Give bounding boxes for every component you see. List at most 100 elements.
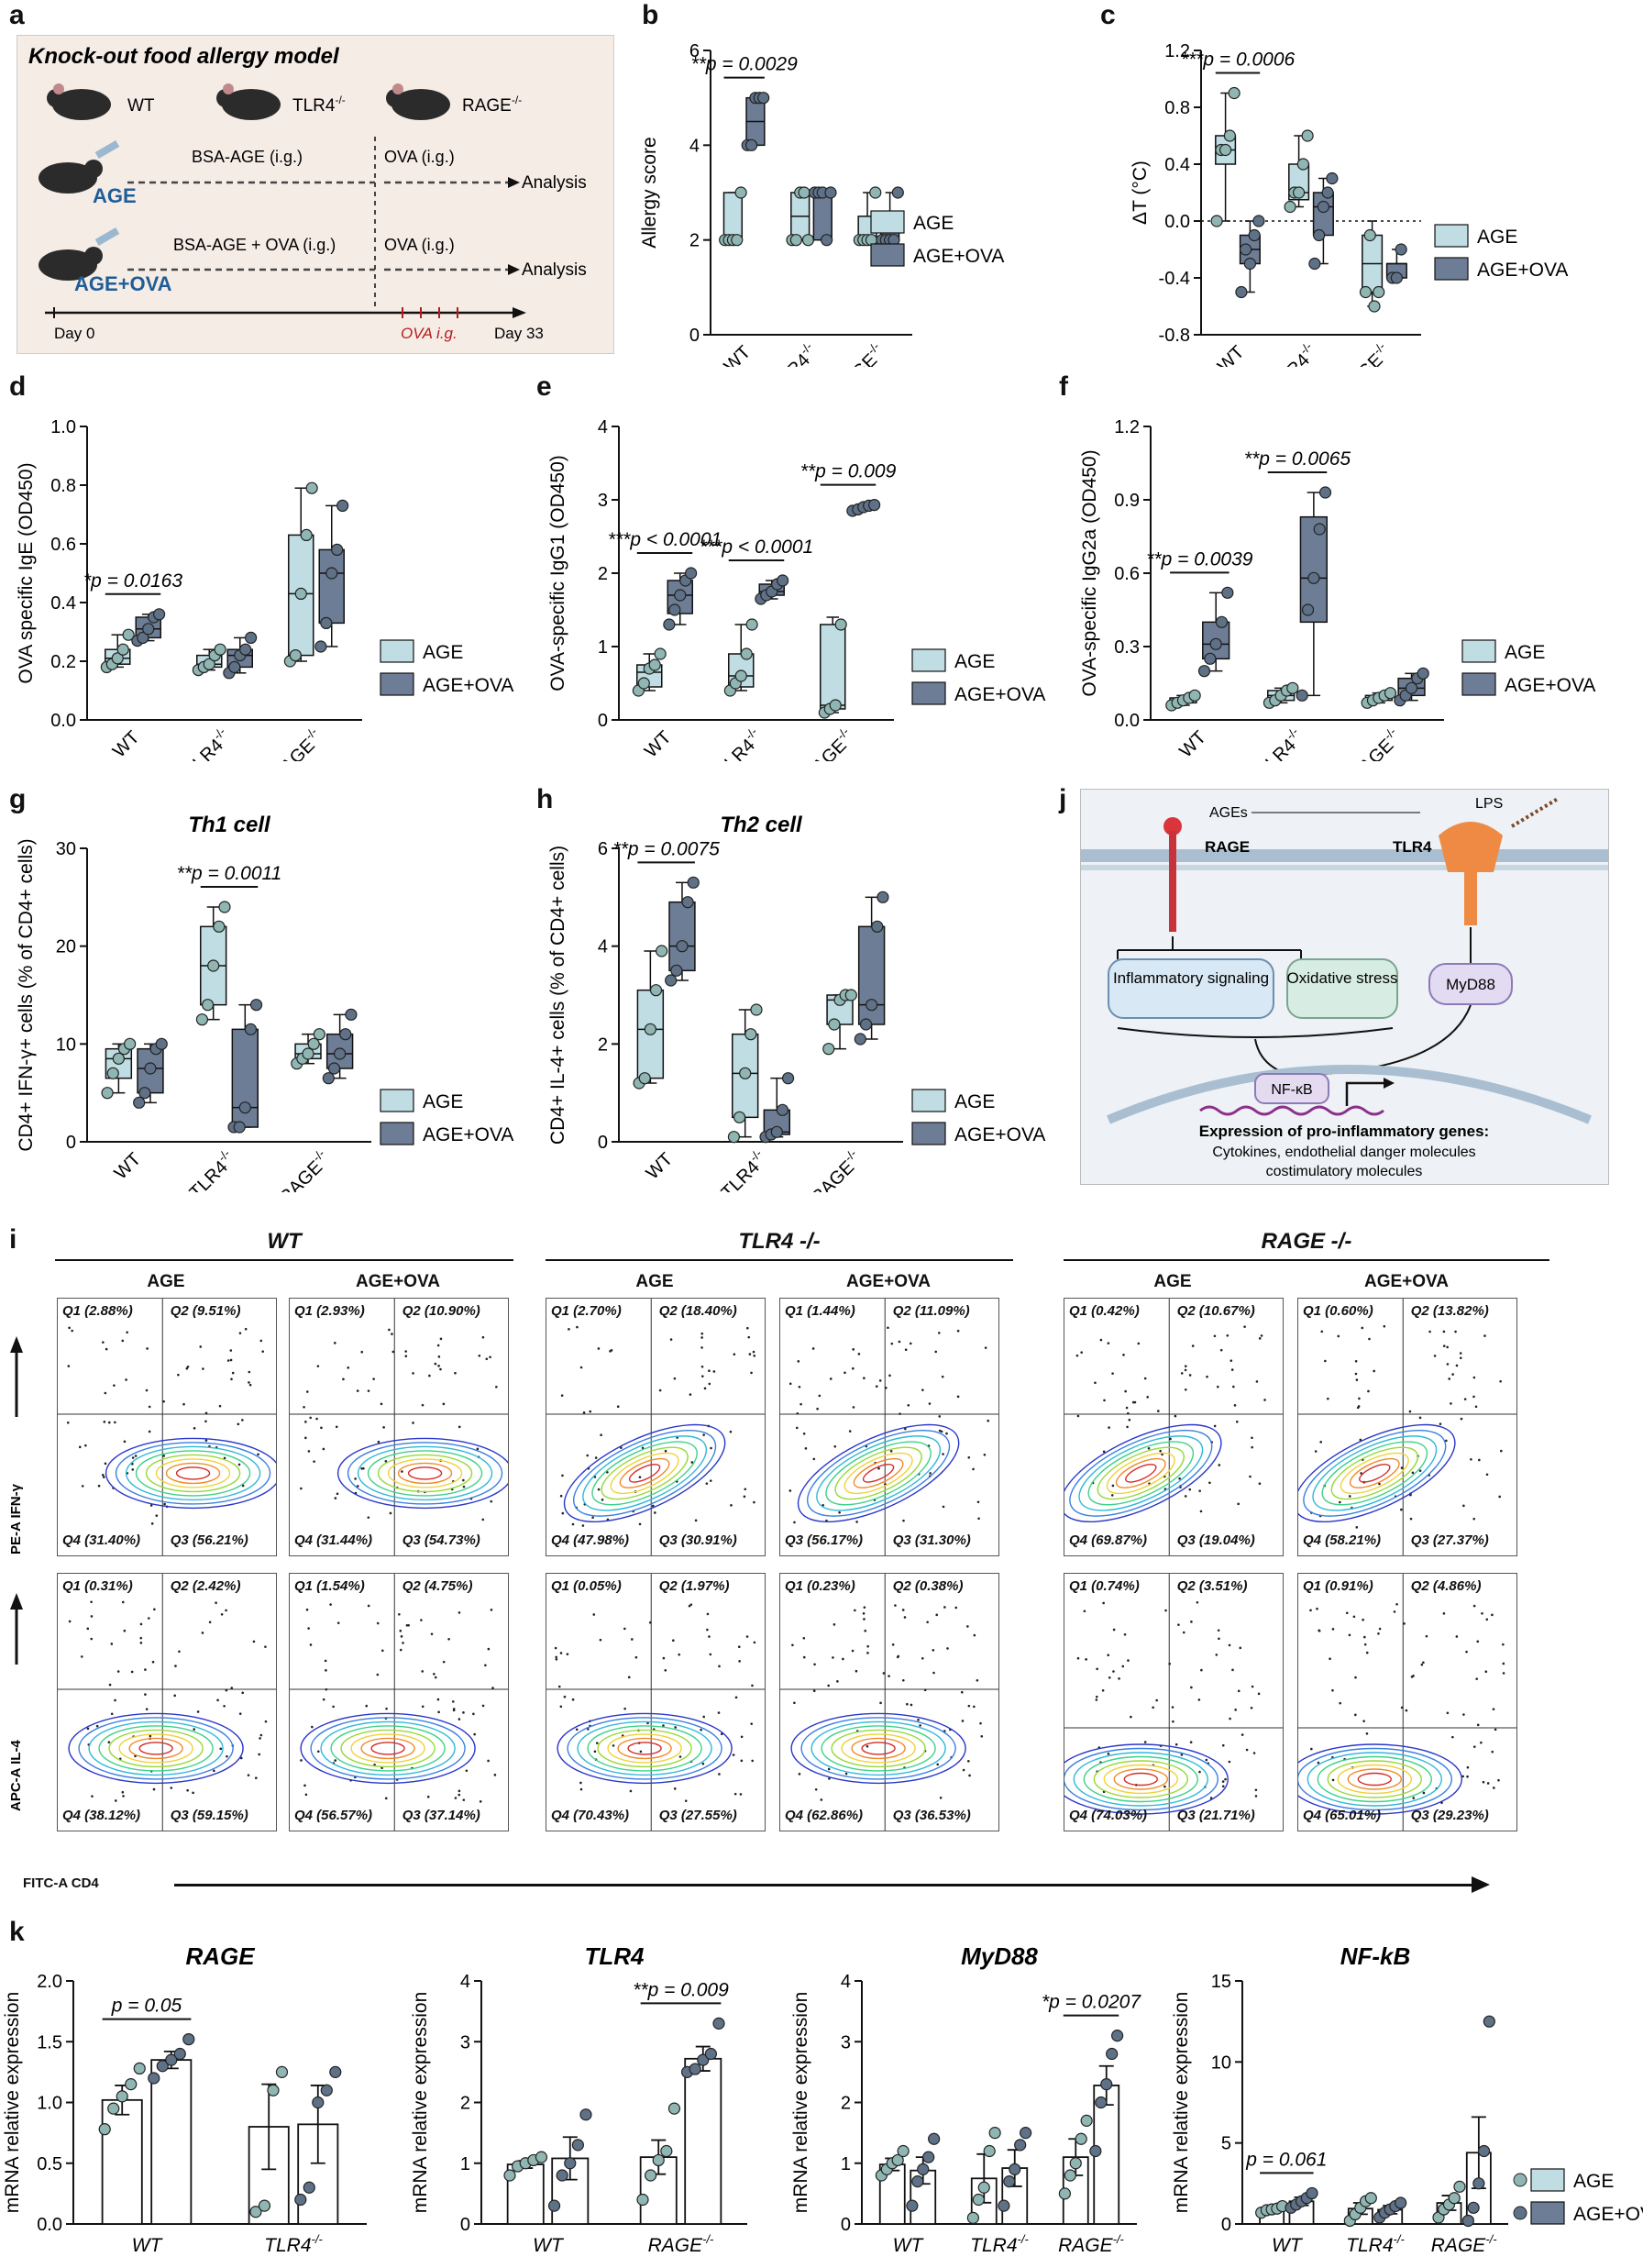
flow-quadrant-label-q2: Q2 (4.86%) — [1410, 1578, 1482, 1594]
flow-event-dot — [571, 1698, 575, 1701]
flow-contour-ring — [1327, 1760, 1423, 1798]
panel-a-schematic: Knock-out food allergy model WT TLR4-/- … — [17, 35, 614, 354]
ages-label: AGEs — [1209, 805, 1248, 821]
data-point — [988, 2127, 1001, 2140]
flow-event-dot — [458, 1611, 461, 1614]
data-point — [1248, 228, 1261, 242]
flow-event-dot — [1472, 1395, 1475, 1399]
flow-quadrant-label-q4: Q4 (31.44%) — [294, 1532, 373, 1548]
flow-event-dot — [594, 1456, 598, 1459]
flow-event-dot — [891, 1643, 895, 1646]
flow-event-dot — [984, 1346, 987, 1349]
data-point — [195, 1013, 209, 1026]
flow-event-dot — [701, 1762, 705, 1765]
flow-contour-ring — [387, 1458, 463, 1488]
chart-h-ylabel: CD4+ IL-4+ cells (% of CD4+ cells) — [547, 846, 568, 1145]
flow-event-dot — [631, 1638, 634, 1641]
flow-event-dot — [107, 1741, 111, 1744]
flow-event-dot — [1373, 1369, 1375, 1373]
flow-event-dot — [591, 1516, 594, 1519]
flow-event-dot — [402, 1642, 404, 1644]
flow-event-dot — [940, 1430, 943, 1433]
flow-event-dot — [791, 1643, 794, 1647]
chart-f-ytick-label: 0.3 — [1114, 637, 1140, 658]
flow-plot-cell — [57, 1298, 277, 1556]
flow-event-dot — [1442, 1344, 1446, 1347]
flow-contour-ring — [1087, 1441, 1195, 1506]
flow-event-dot — [658, 1388, 662, 1392]
flow-event-dot — [481, 1704, 485, 1708]
flow-event-dot — [1218, 1637, 1220, 1641]
flow-event-dot — [1191, 1344, 1195, 1347]
data-point — [300, 528, 313, 541]
flow-event-dot — [380, 1649, 384, 1653]
flow-event-dot — [967, 1704, 971, 1708]
legend-swatch-ageova — [380, 1122, 414, 1145]
chart-e-ytick-label: 4 — [598, 417, 608, 437]
flow-event-dot — [226, 1359, 230, 1362]
flow-event-dot — [258, 1753, 261, 1756]
flow-event-dot — [1123, 1632, 1127, 1636]
data-point — [107, 2102, 120, 2115]
flow-event-dot — [795, 1426, 799, 1430]
data-point — [213, 920, 226, 933]
flow-event-dot — [750, 1722, 753, 1725]
panel-i-flow: WT TLR4 -/- RAGE -/- AGE AGE+OVA AGE AGE+OV… — [0, 1224, 1643, 1903]
flow-event-dot — [139, 1642, 143, 1644]
flow-event-dot — [1215, 1654, 1218, 1656]
flow-event-dot — [1239, 1646, 1242, 1650]
flow-event-dot — [479, 1800, 482, 1803]
chart-f-igg2a: 0.0 0.3 0.6 0.9 1.2 OVA-specific IgG2a (OD450… — [1079, 417, 1595, 761]
flow-event-dot — [322, 1698, 325, 1701]
chart-k3-xtick-label: WT — [893, 2235, 925, 2256]
chart-h-xtick-label: TLR4-/- — [715, 1146, 772, 1192]
flow-event-dot — [907, 1404, 910, 1407]
flow-event-dot — [1224, 1777, 1227, 1781]
flow-event-dot — [700, 1332, 704, 1335]
flow-quadrant-label-q4: Q4 (74.03%) — [1069, 1808, 1148, 1823]
flow-event-dot — [836, 1680, 839, 1683]
legend-swatch-ageova — [911, 1122, 946, 1145]
flow-event-dot — [559, 1494, 563, 1498]
flow-event-dot — [743, 1495, 746, 1499]
chart-g-ytick-label: 30 — [56, 839, 76, 859]
data-point — [331, 543, 344, 556]
flow-event-dot — [1329, 1657, 1331, 1661]
flow-event-dot — [101, 1473, 105, 1477]
chart-h-xtick-label: WT — [643, 1149, 678, 1184]
flow-event-dot — [799, 1402, 802, 1406]
flow-event-dot — [114, 1799, 117, 1802]
chart-g-ytick-label: 0 — [66, 1133, 76, 1153]
flow-event-dot — [385, 1707, 388, 1710]
flow-event-dot — [1359, 1438, 1362, 1442]
flow-event-dot — [434, 1362, 437, 1366]
flow-event-dot — [311, 1725, 314, 1729]
flow-event-dot — [718, 1665, 721, 1668]
box-body — [318, 548, 345, 625]
flow-event-dot — [487, 1647, 491, 1651]
significance-label: *p = 0.0207 — [1042, 1992, 1141, 2013]
flow-event-dot — [325, 1669, 327, 1672]
flow-contour-ring — [1123, 1772, 1159, 1787]
flow-quadrant-label-q4: Q4 (69.87%) — [1069, 1532, 1148, 1548]
flow-event-dot — [1466, 1765, 1470, 1769]
data-point — [125, 2078, 138, 2091]
flow-event-dot — [748, 1353, 752, 1355]
flow-event-dot — [78, 1445, 82, 1449]
flow-event-dot — [307, 1450, 311, 1453]
flow-event-dot — [481, 1518, 485, 1521]
flow-event-dot — [866, 1644, 869, 1648]
flow-event-dot — [1428, 1330, 1431, 1333]
flow-event-dot — [1352, 1615, 1356, 1619]
flow-event-dot — [1494, 1728, 1497, 1731]
flow-event-dot — [901, 1609, 905, 1611]
flow-event-dot — [802, 1432, 806, 1435]
flow-contour-ring — [135, 1450, 251, 1497]
flow-contour-ring — [1106, 1452, 1175, 1495]
flow-event-dot — [1107, 1753, 1110, 1755]
flow-event-dot — [708, 1635, 711, 1638]
flow-quadrant-label-q3: Q3 (21.71%) — [1176, 1808, 1255, 1823]
timeline-day33: Day 33 — [494, 325, 544, 342]
flow-contour-ring — [1078, 1435, 1204, 1511]
chart-c-ytick-label: 0.4 — [1164, 155, 1190, 175]
